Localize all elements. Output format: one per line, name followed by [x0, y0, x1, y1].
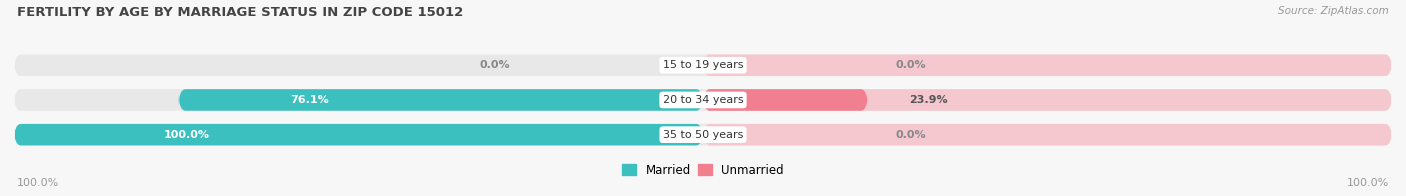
Text: FERTILITY BY AGE BY MARRIAGE STATUS IN ZIP CODE 15012: FERTILITY BY AGE BY MARRIAGE STATUS IN Z… — [17, 6, 463, 19]
FancyBboxPatch shape — [703, 89, 1392, 111]
Text: Source: ZipAtlas.com: Source: ZipAtlas.com — [1278, 6, 1389, 16]
Text: 0.0%: 0.0% — [896, 130, 927, 140]
Text: 0.0%: 0.0% — [479, 60, 510, 70]
FancyBboxPatch shape — [703, 89, 868, 111]
FancyBboxPatch shape — [14, 54, 1392, 76]
Text: 100.0%: 100.0% — [17, 178, 59, 188]
FancyBboxPatch shape — [14, 89, 1392, 111]
Text: 100.0%: 100.0% — [1347, 178, 1389, 188]
FancyBboxPatch shape — [703, 54, 1392, 76]
Text: 20 to 34 years: 20 to 34 years — [662, 95, 744, 105]
Text: 100.0%: 100.0% — [163, 130, 209, 140]
Text: 23.9%: 23.9% — [910, 95, 948, 105]
FancyBboxPatch shape — [14, 124, 703, 145]
Text: 35 to 50 years: 35 to 50 years — [662, 130, 744, 140]
Text: 15 to 19 years: 15 to 19 years — [662, 60, 744, 70]
FancyBboxPatch shape — [179, 89, 703, 111]
Text: 0.0%: 0.0% — [896, 60, 927, 70]
Legend: Married, Unmarried: Married, Unmarried — [621, 164, 785, 177]
FancyBboxPatch shape — [703, 124, 1392, 145]
Text: 76.1%: 76.1% — [291, 95, 329, 105]
FancyBboxPatch shape — [14, 124, 1392, 145]
